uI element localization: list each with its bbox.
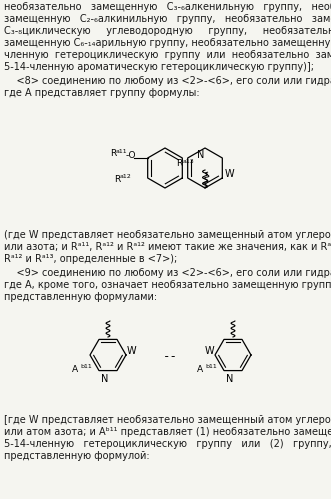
Text: замещенную C₆-₁₄арильную группу, необязательно замещенную 5-14-: замещенную C₆-₁₄арильную группу, необяза… [4,38,331,48]
Text: замещенную   C₂-₆алкинильную   группу,   необязательно   замещенную: замещенную C₂-₆алкинильную группу, необя… [4,14,331,24]
Text: 5-14-членную ароматическую гетероциклическую группу)];: 5-14-членную ароматическую гетероцикличе… [4,62,314,72]
Text: R: R [176,160,183,169]
Text: a13: a13 [182,159,194,164]
Text: представленную формулами:: представленную формулами: [4,292,157,302]
Text: a11: a11 [116,149,127,154]
Text: A: A [72,364,78,373]
Text: R: R [114,175,120,184]
Text: -O: -O [126,152,136,161]
Text: N: N [101,374,109,384]
Text: необязательно   замещенную   C₃-₆алкенильную   группу,   необязательно: необязательно замещенную C₃-₆алкенильную… [4,2,331,12]
Text: или азота; и Rᵃ¹¹, Rᵃ¹² и Rᵃ¹² имеют такие же значения, как и Rᵃ¹¹,: или азота; и Rᵃ¹¹, Rᵃ¹² и Rᵃ¹² имеют так… [4,242,331,252]
Text: или атом азота; и Aᵇ¹¹ представляет (1) необязательно замещенную: или атом азота; и Aᵇ¹¹ представляет (1) … [4,427,331,437]
Text: --: -- [163,350,177,363]
Text: a12: a12 [120,174,131,179]
Text: представленную формулой:: представленную формулой: [4,451,150,461]
Text: где A, кроме того, означает необязательно замещенную группу,: где A, кроме того, означает необязательн… [4,280,331,290]
Text: N: N [197,150,205,160]
Text: членную  гетероциклическую  группу  или  необязательно  замещенную: членную гетероциклическую группу или нео… [4,50,331,60]
Text: A: A [197,364,203,373]
Text: 5-14-членную   гетероциклическую   группу   или   (2)   группу,: 5-14-членную гетероциклическую группу ил… [4,439,331,449]
Text: <8> соединению по любому из <2>-<6>, его соли или гидрату,: <8> соединению по любому из <2>-<6>, его… [4,76,331,86]
Text: <9> соединению по любому из <2>-<6>, его соли или гидрату,: <9> соединению по любому из <2>-<6>, его… [4,268,331,278]
Text: C₃-₈циклическую     углеводородную     группу,     необязательно: C₃-₈циклическую углеводородную группу, н… [4,26,331,36]
Text: (где W представляет необязательно замещенный атом углерода: (где W представляет необязательно замеще… [4,230,331,240]
Text: b11: b11 [80,364,92,369]
Text: R: R [110,150,116,159]
Text: Rᵃ¹² и Rᵃ¹³, определенные в <7>);: Rᵃ¹² и Rᵃ¹³, определенные в <7>); [4,254,177,264]
Text: W: W [224,169,234,179]
Text: [где W представляет необязательно замещенный атом углерода: [где W представляет необязательно замеще… [4,415,331,425]
Text: W: W [127,346,137,356]
Text: где A представляет группу формулы:: где A представляет группу формулы: [4,88,200,98]
Text: N: N [226,374,234,384]
Text: b11: b11 [205,364,217,369]
Text: W: W [205,346,214,356]
